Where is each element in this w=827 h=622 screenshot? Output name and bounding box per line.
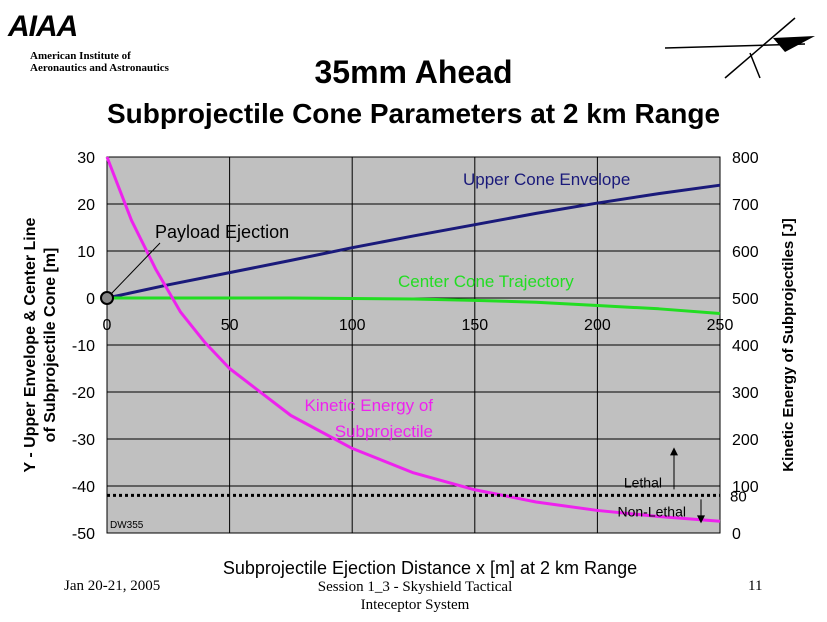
y-right-axis-label: Kinetic Energy of Subprojectiles [J] — [780, 218, 797, 471]
payload-ejection-label: Payload Ejection — [155, 222, 289, 242]
y-left-tick-label: 0 — [86, 291, 95, 308]
x-tick-label: 50 — [221, 317, 239, 334]
center-cone-label: Center Cone Trajectory — [398, 272, 574, 291]
annotations: Payload Ejection Upper Cone Envelope Cente… — [100, 170, 630, 531]
y-left-tick-label: 10 — [77, 244, 95, 261]
aiaa-logo-text: AIAA — [8, 10, 78, 43]
y-left-tick-label: 30 — [77, 150, 95, 167]
footer-session-line2: Inteceptor System — [360, 597, 470, 613]
x-tick-label: 0 — [103, 317, 112, 334]
non-lethal-arrow-icon — [697, 515, 705, 524]
y-right-tick-labels: 800 700 600 500 400 300 200 100 0 80 — [730, 150, 759, 543]
y-left-tick-label: -30 — [72, 432, 95, 449]
aiaa-logo: AIAA — [8, 10, 78, 44]
series-line-upper-cone-envelope — [106, 183, 721, 300]
series-line-center-cone-trajectory — [107, 296, 721, 316]
y-right-tick-label: 300 — [732, 385, 759, 402]
page-title: 35mm Ahead — [314, 54, 513, 90]
series-lines — [105, 156, 721, 523]
y-left-axis-label-line2: of Subprojectile Cone [m] — [42, 248, 59, 443]
y-left-tick-label: -10 — [72, 338, 95, 355]
non-lethal-label: Non-Lethal — [618, 503, 687, 519]
x-tick-label: 200 — [584, 317, 611, 334]
y-right-tick-label: 800 — [732, 150, 759, 167]
ke-label-line1: Kinetic Energy of — [304, 396, 433, 415]
x-axis-label: Subprojectile Ejection Distance x [m] at… — [222, 558, 638, 578]
page-subtitle: Subprojectile Cone Parameters at 2 km Ra… — [106, 98, 721, 129]
y-left-tick-label: -40 — [72, 479, 95, 496]
upper-cone-label: Upper Cone Envelope — [463, 170, 630, 189]
y-right-tick-label: 0 — [732, 526, 741, 543]
y-right-tick-label: 400 — [732, 338, 759, 355]
x-tick-labels: 0 50 100 150 200 250 — [103, 317, 734, 334]
footer-session-line1: Session 1_3 - Skyshield Tactical — [317, 579, 513, 595]
threshold-group: Lethal Non-Lethal — [107, 447, 720, 524]
y-left-tick-labels: 30 20 10 0 -10 -20 -30 -40 -50 — [72, 150, 95, 543]
y-left-tick-label: 20 — [77, 197, 95, 214]
footer-date: Jan 20-21, 2005 — [64, 578, 161, 594]
lethal-arrow-icon — [670, 447, 678, 456]
org-line-2: Aeronautics and Astronautics — [30, 62, 169, 74]
y-right-extra-tick-label: 80 — [730, 488, 747, 505]
payload-ejection-point — [100, 291, 114, 305]
y-right-tick-label: 500 — [732, 291, 759, 308]
series-line-kinetic-energy-of-subprojectile — [105, 156, 721, 523]
y-right-tick-label: 200 — [732, 432, 759, 449]
x-tick-label: 150 — [461, 317, 488, 334]
ke-label-line2: Subprojectile — [335, 422, 433, 441]
payload-pointer-line — [110, 242, 161, 295]
x-tick-label: 100 — [339, 317, 366, 334]
organization-name: American Institute of Aeronautics and As… — [30, 50, 200, 74]
page-number: 11 — [748, 578, 763, 594]
footer-session: Session 1_3 - Skyshield Tactical Intecep… — [300, 578, 530, 614]
x-tick-label: 250 — [707, 317, 734, 334]
lockheed-star-logo-icon — [664, 17, 815, 79]
y-left-tick-label: -20 — [72, 385, 95, 402]
y-left-axis-label-line1: Y - Upper Envelope & Center Line — [22, 217, 39, 472]
lethal-label: Lethal — [624, 474, 662, 490]
y-right-tick-label: 700 — [732, 197, 759, 214]
y-right-tick-label: 600 — [732, 244, 759, 261]
y-left-tick-label: -50 — [72, 526, 95, 543]
org-line-1: American Institute of — [30, 50, 131, 62]
y-right-tick-label: 100 — [732, 479, 759, 496]
figure-code: DW355 — [110, 520, 144, 531]
